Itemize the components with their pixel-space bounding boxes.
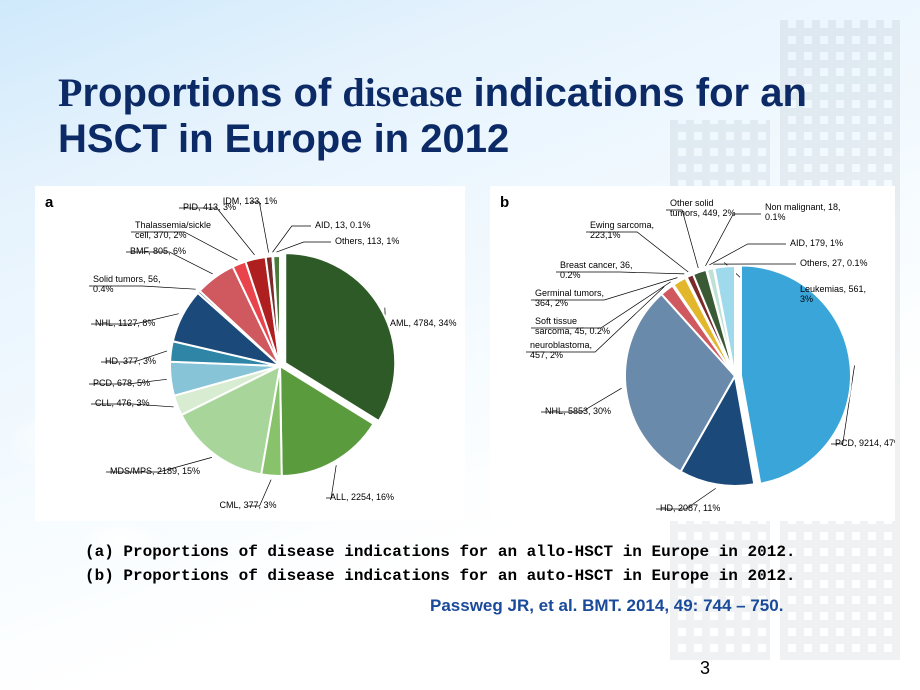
slice-label-SoftTissue: Soft tissuesarcoma, 45, 0.2% bbox=[535, 316, 610, 336]
slice-label-Others: Others, 113, 1% bbox=[335, 236, 399, 246]
leader-AID bbox=[273, 226, 311, 252]
leader-Others bbox=[276, 242, 331, 252]
leader-OtherSolid bbox=[666, 210, 698, 268]
captions-block: (a) Proportions of disease indications f… bbox=[85, 540, 796, 588]
slice-label-NHL: NHL, 1127, 8% bbox=[95, 318, 155, 328]
title-tail: indications for an bbox=[462, 71, 806, 115]
slice-label-PCD: PCD, 9214, 47% bbox=[835, 438, 895, 448]
page-number: 3 bbox=[700, 658, 710, 679]
slice-label-PCD: PCD, 678, 5% bbox=[93, 378, 150, 388]
title-line2: HSCT in Europe in 2012 bbox=[58, 117, 509, 161]
chart-panel-a: a AML, 4784, 34% ALL, 2254, 16% CML, 377, … bbox=[35, 186, 465, 521]
reference-citation: Passweg JR, et al. BMT. 2014, 49: 744 – … bbox=[430, 596, 783, 616]
panel-label-a: a bbox=[45, 194, 53, 211]
slice-label-MDS_MPS: MDS/MPS, 2189, 15% bbox=[110, 466, 200, 476]
slice-label-BMF: BMF, 805, 6% bbox=[130, 246, 186, 256]
caption-b: (b) Proportions of disease indications f… bbox=[85, 564, 796, 588]
slice-label-AML: AML, 4784, 34% bbox=[390, 318, 457, 328]
slice-label-CML: CML, 377, 3% bbox=[219, 500, 276, 510]
slice-label-CLL: CLL, 476, 3% bbox=[95, 398, 150, 408]
pie-chart-b: PCD, 9214, 47% HD, 2087, 11% NHL, 5853, 30… bbox=[490, 186, 895, 521]
leader-IDM bbox=[250, 202, 269, 253]
title-rest1: roportions of bbox=[82, 71, 342, 115]
slice-label-OtherSolid: Other solidtumors, 449, 2% bbox=[670, 198, 736, 218]
slice-label-NHL: NHL, 5853, 30% bbox=[545, 406, 611, 416]
slice-label-AID: AID, 13, 0.1% bbox=[315, 220, 371, 230]
caption-a: (a) Proportions of disease indications f… bbox=[85, 540, 796, 564]
slice-label-SolidTumors: Solid tumors, 56,0.4% bbox=[93, 274, 161, 294]
slice-label-IDM: IDM, 133, 1% bbox=[223, 196, 278, 206]
slice-label-NonMalig: Non malignant, 18,0.1% bbox=[765, 202, 841, 222]
leader-PID bbox=[179, 208, 255, 255]
leader-NonMalig bbox=[705, 214, 761, 266]
slice-label-Breast: Breast cancer, 36,0.2% bbox=[560, 260, 633, 280]
slice-label-Germinal: Germinal tumors,364, 2% bbox=[535, 288, 604, 308]
slice-label-HD: HD, 377, 3% bbox=[105, 356, 156, 366]
pie-chart-a: AML, 4784, 34% ALL, 2254, 16% CML, 377, 3%… bbox=[35, 186, 465, 521]
chart-panel-b: b PCD, 9214, 47% HD, 2087, 11% NHL, 5853, … bbox=[490, 186, 895, 521]
pie-slice-PCD bbox=[741, 265, 851, 483]
chart-row: a AML, 4784, 34% ALL, 2254, 16% CML, 377, … bbox=[35, 186, 895, 521]
slice-label-ALL: ALL, 2254, 16% bbox=[330, 492, 394, 502]
slice-label-Leukemias: Leukemias, 561,3% bbox=[800, 284, 866, 304]
panel-label-b: b bbox=[500, 194, 509, 211]
slice-label-ThalSickle: Thalassemia/sicklecell, 370, 2% bbox=[135, 220, 211, 240]
leader-AID bbox=[709, 244, 786, 265]
slice-label-Ewing: Ewing sarcoma,223,1% bbox=[590, 220, 654, 240]
slice-label-AID: AID, 179, 1% bbox=[790, 238, 843, 248]
slice-label-Neuroblastoma: neuroblastoma,457, 2% bbox=[530, 340, 592, 360]
slice-label-Others: Others, 27, 0.1% bbox=[800, 258, 868, 268]
title-p: P bbox=[58, 70, 82, 115]
slide-title: Proportions of disease indications for a… bbox=[58, 70, 878, 162]
slice-label-HD: HD, 2087, 11% bbox=[660, 503, 720, 513]
title-disease: disease bbox=[342, 70, 462, 115]
